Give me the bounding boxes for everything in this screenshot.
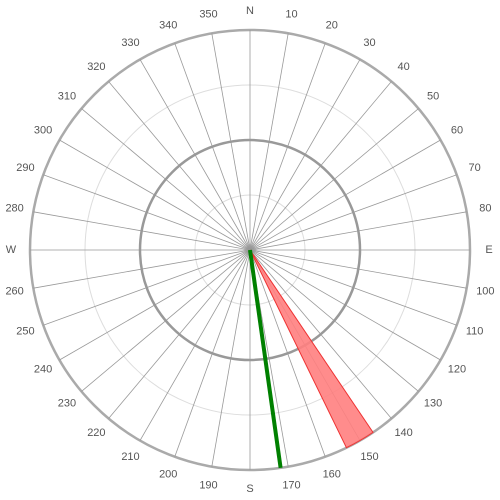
spoke	[108, 81, 251, 251]
angle-label: 10	[285, 9, 297, 21]
angle-label: W	[6, 244, 17, 256]
angle-label: 80	[479, 202, 491, 214]
spoke	[249, 249, 441, 361]
angle-label: 120	[448, 363, 466, 375]
angle-label: 240	[34, 363, 52, 375]
spoke	[139, 249, 251, 441]
angle-label: 220	[87, 427, 105, 439]
angle-label: 190	[199, 479, 217, 491]
angle-label: 40	[398, 61, 410, 73]
angle-label: 300	[34, 124, 52, 136]
angle-label: 150	[360, 451, 378, 463]
spoke	[174, 43, 251, 251]
angle-label: 230	[58, 398, 76, 410]
spoke	[43, 249, 251, 326]
spoke	[249, 211, 467, 251]
angle-label: 250	[16, 326, 34, 338]
spoke	[211, 249, 251, 467]
angle-label: 50	[427, 90, 439, 102]
spoke	[249, 249, 326, 457]
angle-label: 310	[58, 90, 76, 102]
spoke	[249, 81, 392, 251]
angle-label: 60	[451, 124, 463, 136]
angle-label: 350	[199, 9, 217, 21]
angle-label: 160	[323, 468, 341, 480]
spoke	[249, 249, 419, 392]
spoke	[249, 249, 392, 419]
angle-label: 340	[159, 19, 177, 31]
spoke	[249, 43, 326, 251]
spoke	[249, 139, 441, 251]
angle-label: 210	[121, 451, 139, 463]
spoke	[249, 174, 457, 251]
angle-label: 20	[326, 19, 338, 31]
spoke	[211, 33, 251, 251]
angle-label: 130	[424, 398, 442, 410]
angle-label: N	[246, 5, 254, 17]
spoke	[249, 249, 467, 289]
angle-label: S	[246, 483, 253, 495]
spoke	[81, 108, 251, 251]
spoke	[249, 33, 289, 251]
spoke	[59, 139, 251, 251]
spoke	[174, 249, 251, 457]
angle-label: 140	[394, 427, 412, 439]
spoke	[249, 249, 457, 326]
spoke	[81, 249, 251, 392]
angle-label: 280	[5, 202, 23, 214]
needle	[248, 249, 283, 469]
angle-label: 330	[121, 37, 139, 49]
spoke	[59, 249, 251, 361]
angle-label: 30	[363, 37, 375, 49]
spoke	[249, 59, 361, 251]
angle-label: 110	[466, 326, 484, 338]
angle-label: 70	[468, 162, 480, 174]
spoke	[108, 249, 251, 419]
angle-label: E	[485, 244, 492, 256]
angle-label: 320	[87, 61, 105, 73]
angle-label: 170	[282, 479, 300, 491]
spoke	[33, 211, 251, 251]
spoke	[139, 59, 251, 251]
angle-label: 260	[5, 285, 23, 297]
sector	[249, 249, 374, 449]
spoke	[33, 249, 251, 289]
angle-label: 290	[16, 162, 34, 174]
spoke	[43, 174, 251, 251]
spoke	[249, 108, 419, 251]
angle-label: 100	[476, 285, 494, 297]
angle-label: 200	[159, 468, 177, 480]
